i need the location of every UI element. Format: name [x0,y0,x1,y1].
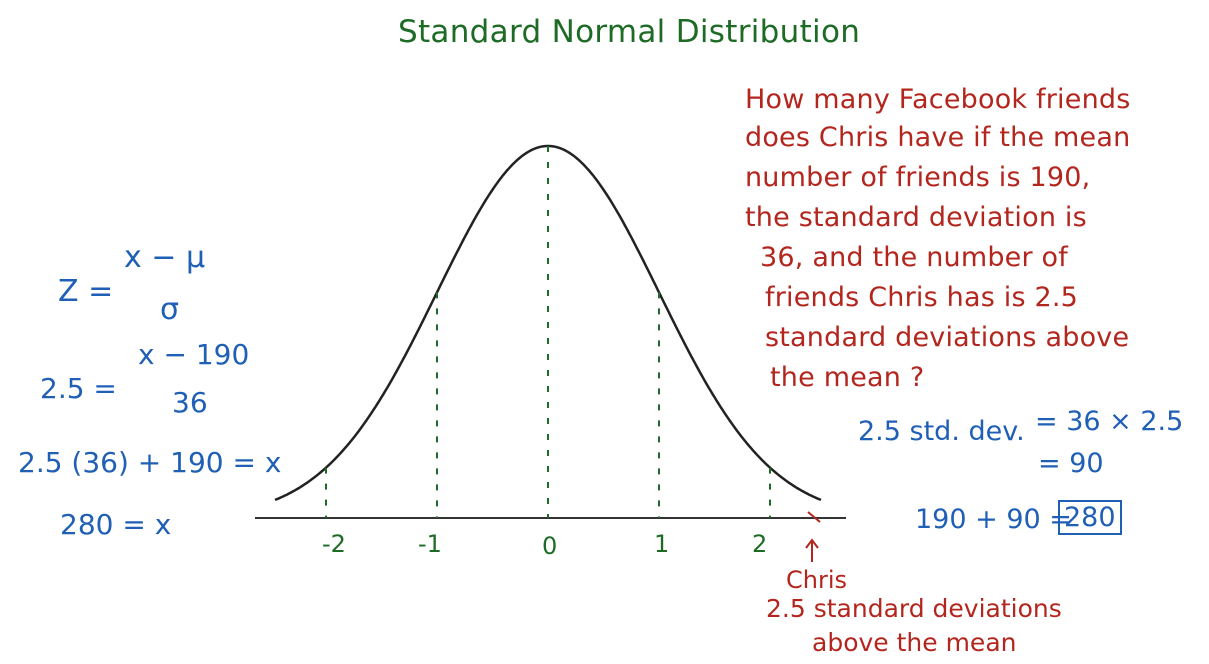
sd-dashed-lines [325,146,771,518]
diagram-title: Standard Normal Distribution [398,14,861,50]
tick-label-0: 0 [542,532,558,560]
chris-marker [805,511,821,562]
chris-note-line-1: 2.5 standard deviations [766,594,1062,623]
chris-label: Chris [786,566,848,594]
calc-line-3: 190 + 90 = [915,504,1072,535]
tick-label-2: 2 [752,530,768,558]
question-line-7: standard deviations above [765,322,1130,353]
question-line-3: number of friends is 190, [745,162,1091,193]
z-formula-lhs: Z = [58,274,114,309]
tick-label-1: 1 [654,530,670,558]
solve-result: 280 = x [60,508,172,541]
z-formula-denominator: σ [160,292,180,327]
question-line-5: 36, and the number of [760,242,1068,273]
question-line-6: friends Chris has is 2.5 [765,282,1079,313]
question-line-2: does Chris have if the mean [745,122,1131,153]
chris-arrow-head [805,538,819,549]
question-line-4: the standard deviation is [745,202,1087,233]
question-line-1: How many Facebook friends [745,84,1131,115]
chris-point-mark [807,511,821,523]
z-formula-numerator: x − μ [124,240,206,275]
answer-box: 280 [1058,500,1122,535]
calc-line-2: = 90 [1038,448,1104,479]
substitution-lhs: 2.5 = [40,372,117,405]
chris-note-line-2: above the mean [812,628,1017,657]
calc-line-1: = 36 × 2.5 [1035,406,1184,437]
tick-label-neg1: -1 [418,530,442,558]
calc-label: 2.5 std. dev. [858,416,1025,447]
question-line-8: the mean ? [770,362,925,393]
solve-step: 2.5 (36) + 190 = x [18,446,282,479]
substitution-denominator: 36 [172,386,208,419]
substitution-numerator: x − 190 [138,338,250,371]
tick-label-neg2: -2 [322,530,346,558]
